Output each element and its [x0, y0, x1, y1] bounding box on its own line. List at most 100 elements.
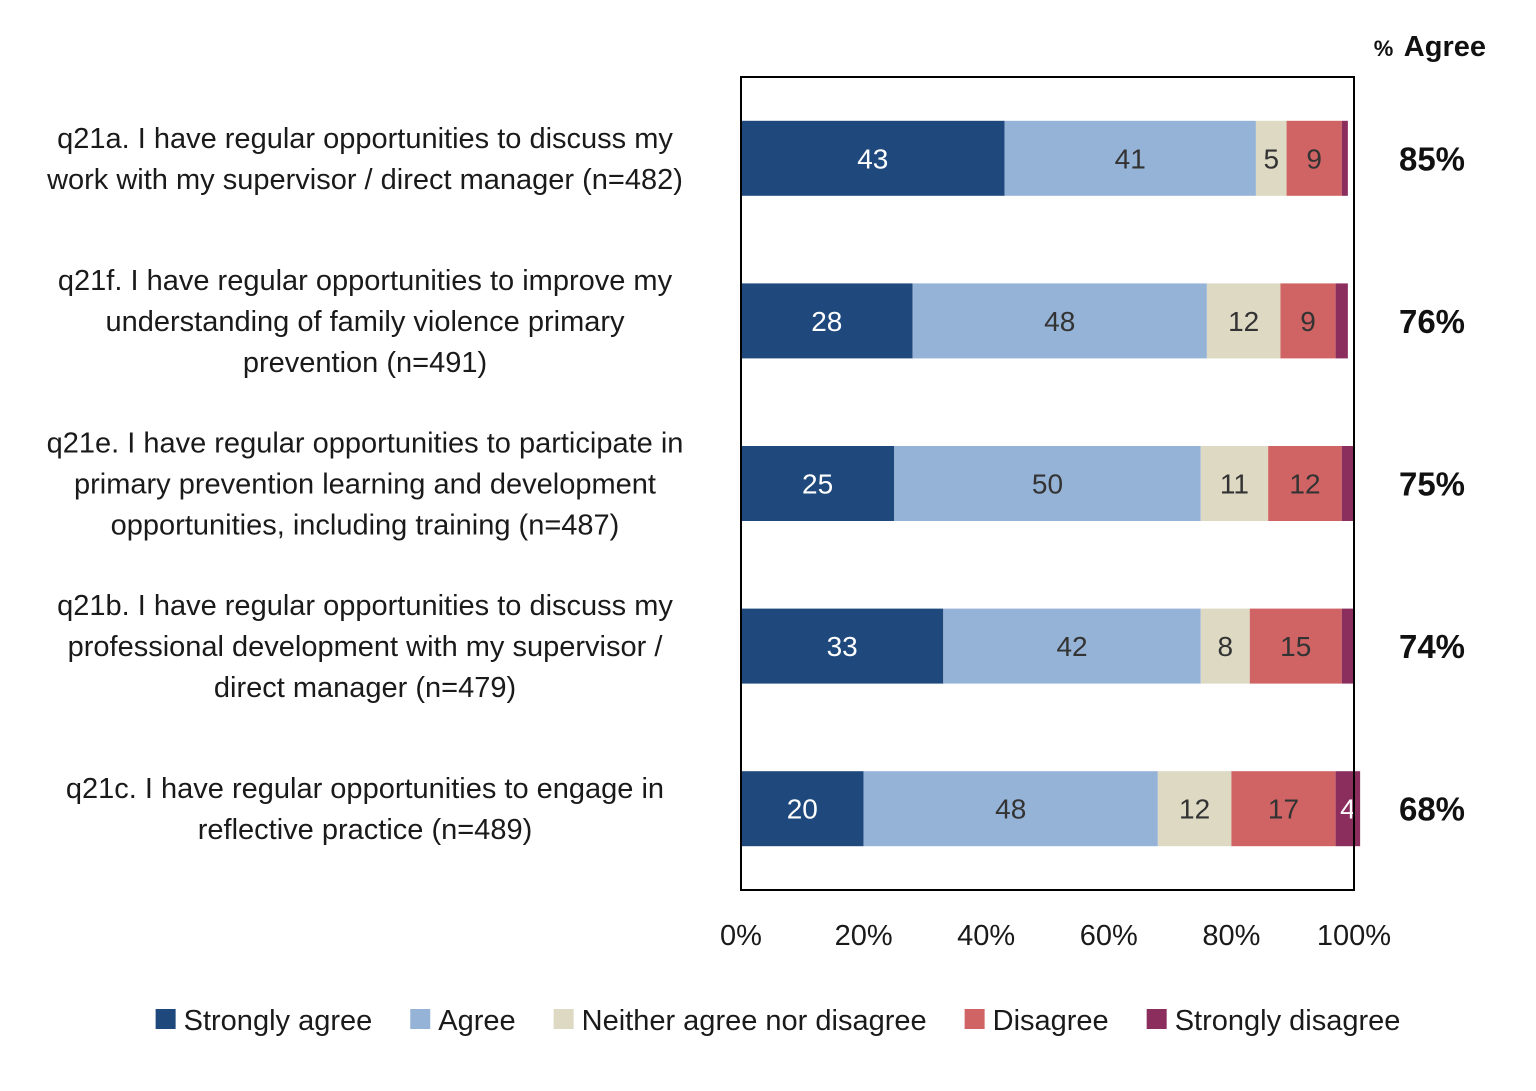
bar-segment-strongly-disagree-2	[1335, 283, 1348, 359]
data-label: 43	[857, 143, 888, 174]
bar-segment-disagree-2	[1280, 283, 1336, 359]
bar-segment-strongly-disagree-5	[1335, 771, 1361, 847]
agree-total-value: 76%	[1399, 303, 1465, 340]
bar-segment-disagree-1	[1286, 120, 1342, 196]
agree-total-value: 68%	[1399, 791, 1465, 828]
category-label-line: q21e. I have regular opportunities to pa…	[47, 428, 684, 460]
category-label-line: work with my supervisor / direct manager…	[46, 164, 683, 196]
legend-swatch	[410, 1009, 431, 1029]
bar-segment-disagree-4	[1249, 608, 1342, 684]
x-tick-label: 40%	[957, 920, 1015, 952]
bar-segment-disagree-3	[1268, 446, 1342, 521]
category-label: q21a. I have regular opportunities to di…	[46, 123, 683, 196]
agree-total-value: 74%	[1399, 628, 1465, 665]
agree-column-header: % Agree	[1374, 31, 1486, 63]
category-label-line: reflective practice (n=489)	[198, 814, 532, 846]
bar-segment-neither-agree-nor-disagree-2	[1206, 283, 1281, 359]
category-label-line: opportunities, including training (n=487…	[111, 510, 620, 542]
data-label: 25	[802, 469, 833, 500]
bar-segment-agree-1	[1004, 120, 1256, 196]
data-label: 41	[1115, 143, 1146, 174]
data-label: 9	[1306, 143, 1322, 174]
data-label: 28	[811, 306, 842, 337]
bar-segment-strongly-agree-3	[741, 446, 895, 521]
legend-item: Strongly disagree	[1146, 1005, 1401, 1037]
category-label-line: professional development with my supervi…	[68, 631, 664, 663]
x-tick-label: 80%	[1202, 920, 1260, 952]
bar-segment-strongly-disagree-1	[1341, 120, 1348, 196]
legend-item: Strongly agree	[155, 1005, 373, 1037]
data-label: 33	[827, 631, 858, 662]
data-label: 50	[1032, 469, 1063, 500]
bar-segment-strongly-agree-2	[741, 283, 913, 359]
bar-segment-strongly-agree-5	[741, 771, 864, 847]
category-label-line: q21f. I have regular opportunities to im…	[58, 265, 673, 297]
bar-segment-neither-agree-nor-disagree-5	[1157, 771, 1232, 847]
data-label: 11	[1220, 469, 1249, 500]
data-label: 4	[1340, 794, 1356, 825]
bar-segment-agree-4	[943, 608, 1201, 684]
legend-label: Neither agree nor disagree	[582, 1005, 927, 1037]
x-tick-label: 20%	[835, 920, 893, 952]
bar-segment-strongly-agree-4	[741, 608, 944, 684]
bar-segment-neither-agree-nor-disagree-1	[1255, 120, 1287, 196]
legend-label: Strongly agree	[184, 1005, 373, 1037]
data-label: 48	[995, 794, 1026, 825]
data-label: 12	[1289, 469, 1320, 500]
legend-swatch	[1146, 1009, 1167, 1029]
agree-column: % Agree 85% 76% 75% 74% 68%	[1374, 31, 1486, 828]
x-tick-label: 60%	[1080, 920, 1138, 952]
bar-segment-disagree-5	[1231, 771, 1336, 847]
category-label-line: understanding of family violence primary	[105, 306, 625, 338]
legend-swatch	[553, 1009, 574, 1029]
data-label: 15	[1280, 631, 1311, 662]
bar-segment-strongly-agree-1	[741, 120, 1005, 196]
bar-segment-agree-5	[863, 771, 1158, 847]
data-label: 42	[1056, 631, 1087, 662]
category-label: q21e. I have regular opportunities to pa…	[47, 428, 684, 542]
legend-item: Neither agree nor disagree	[553, 1005, 927, 1037]
bar-segment-agree-2	[912, 283, 1207, 359]
legend-label: Strongly disagree	[1175, 1005, 1401, 1037]
legend-label: Agree	[438, 1005, 515, 1037]
category-label: q21b. I have regular opportunities to di…	[57, 590, 673, 704]
data-label: 12	[1228, 306, 1259, 337]
category-label-line: direct manager (n=479)	[214, 672, 516, 704]
category-label-line: q21c. I have regular opportunities to en…	[66, 773, 664, 805]
agree-total-value: 85%	[1399, 140, 1465, 177]
plot-area-frame	[740, 76, 1355, 891]
data-label: 48	[1044, 306, 1075, 337]
legend-swatch	[155, 1009, 176, 1029]
data-label: 9	[1300, 306, 1316, 337]
category-label: q21f. I have regular opportunities to im…	[58, 265, 673, 379]
legend-label: Disagree	[993, 1005, 1109, 1037]
legend-item: Disagree	[964, 1005, 1109, 1037]
x-tick-label: 100%	[1317, 920, 1391, 952]
legend: Strongly agree Agree Neither agree nor dis…	[155, 1005, 1401, 1037]
agree-total-value: 75%	[1399, 466, 1465, 503]
bar-segment-neither-agree-nor-disagree-4	[1200, 608, 1250, 684]
category-labels: q21a. I have regular opportunities to di…	[46, 123, 683, 846]
category-label-line: prevention (n=491)	[243, 347, 487, 379]
category-label-line: q21b. I have regular opportunities to di…	[57, 590, 673, 622]
data-label: 17	[1268, 794, 1299, 825]
bar-segment-strongly-disagree-3	[1341, 446, 1354, 521]
bar-segment-neither-agree-nor-disagree-3	[1200, 446, 1269, 521]
category-label-line: primary prevention learning and developm…	[74, 469, 656, 501]
x-axis-tick-labels: 0% 20% 40% 60% 80% 100%	[720, 920, 1391, 952]
legend-item: Agree	[410, 1005, 516, 1037]
bar-segment-strongly-disagree-4	[1341, 608, 1354, 684]
data-label: 5	[1263, 143, 1279, 174]
data-label: 12	[1179, 794, 1210, 825]
category-label-line: q21a. I have regular opportunities to di…	[57, 123, 673, 155]
category-label: q21c. I have regular opportunities to en…	[66, 773, 664, 846]
x-tick-label: 0%	[720, 920, 762, 952]
bar-segment-agree-3	[894, 446, 1201, 521]
legend-swatch	[964, 1009, 985, 1029]
data-label: 8	[1217, 631, 1233, 662]
agree-header-word: Agree	[1404, 31, 1486, 63]
agree-header-percent: %	[1374, 36, 1394, 61]
data-label: 20	[787, 794, 818, 825]
